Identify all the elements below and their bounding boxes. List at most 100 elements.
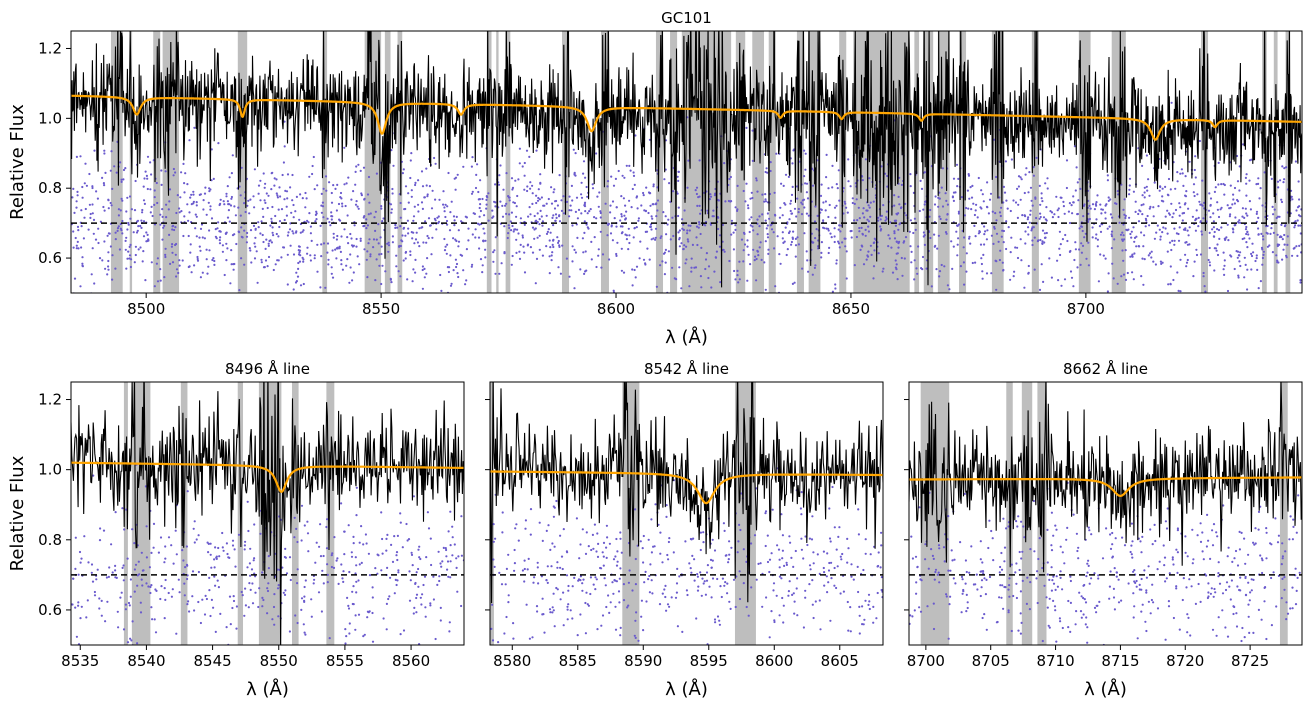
residual-point	[1237, 276, 1240, 279]
residual-point	[1065, 186, 1068, 190]
residual-point	[517, 232, 520, 235]
plot-area	[71, 382, 464, 645]
residual-point	[526, 189, 529, 193]
residual-point	[648, 591, 652, 594]
residual-point	[834, 287, 837, 290]
residual-point	[699, 571, 702, 574]
residual-point	[216, 227, 219, 230]
residual-point	[471, 156, 474, 159]
residual-point	[100, 599, 103, 603]
residual-point	[418, 227, 421, 230]
residual-point	[1211, 228, 1214, 231]
residual-point	[1280, 563, 1283, 566]
residual-point	[439, 562, 442, 565]
residual-point	[202, 199, 205, 202]
residual-point	[690, 257, 693, 260]
residual-point	[94, 238, 98, 241]
residual-point	[263, 186, 266, 189]
residual-point	[1209, 557, 1212, 561]
residual-point	[829, 619, 832, 622]
residual-point	[804, 596, 807, 599]
residual-point	[709, 223, 713, 226]
residual-point	[286, 173, 290, 176]
residual-point	[1111, 531, 1114, 535]
residual-point	[1218, 237, 1221, 240]
residual-point	[192, 193, 195, 196]
residual-point	[481, 197, 484, 201]
residual-point	[1200, 233, 1204, 236]
residual-point	[1055, 575, 1058, 578]
residual-point	[252, 559, 255, 562]
residual-point	[424, 615, 427, 618]
residual-point	[340, 259, 343, 262]
residual-point	[380, 205, 383, 208]
residual-point	[1240, 531, 1243, 535]
residual-point	[514, 179, 517, 182]
residual-point	[1195, 253, 1199, 257]
residual-point	[819, 628, 822, 631]
residual-point	[203, 613, 207, 616]
residual-point	[81, 265, 84, 268]
residual-point	[1232, 193, 1235, 196]
residual-point	[742, 582, 745, 585]
residual-point	[575, 196, 579, 199]
residual-point	[566, 551, 569, 554]
residual-point	[445, 252, 448, 255]
residual-point	[1036, 570, 1039, 573]
residual-point	[335, 209, 338, 212]
residual-point	[208, 187, 211, 190]
residual-point	[805, 212, 809, 215]
residual-point	[1250, 589, 1253, 592]
residual-point	[901, 274, 904, 277]
residual-point	[340, 502, 343, 505]
residual-point	[126, 196, 129, 199]
residual-point	[773, 191, 776, 194]
residual-point	[162, 226, 165, 229]
residual-point	[788, 230, 791, 233]
residual-point	[1157, 205, 1160, 208]
residual-point	[414, 271, 417, 274]
residual-point	[893, 232, 896, 235]
residual-point	[273, 623, 276, 626]
residual-point	[350, 198, 353, 201]
residual-point	[282, 246, 285, 249]
residual-point	[1179, 172, 1182, 175]
residual-point	[349, 253, 352, 256]
residual-point	[1005, 199, 1008, 202]
residual-point	[93, 594, 97, 597]
residual-point	[385, 602, 388, 606]
residual-point	[322, 554, 325, 558]
residual-point	[1111, 555, 1114, 558]
residual-point	[497, 641, 500, 644]
residual-point	[765, 596, 768, 599]
residual-point	[1121, 249, 1124, 252]
residual-point	[1246, 288, 1249, 291]
residual-point	[709, 193, 712, 196]
residual-point	[79, 561, 82, 564]
x-tick-label: 8725	[1231, 652, 1269, 670]
residual-point	[1194, 229, 1197, 232]
residual-point	[252, 224, 256, 227]
residual-point	[1102, 254, 1105, 257]
residual-point	[380, 282, 383, 286]
residual-point	[1067, 626, 1070, 629]
residual-point	[548, 239, 551, 242]
residual-point	[420, 603, 423, 606]
residual-point	[608, 611, 611, 615]
residual-point	[348, 281, 351, 284]
residual-point	[119, 596, 122, 599]
residual-point	[193, 126, 196, 129]
residual-point	[984, 593, 988, 596]
residual-point	[405, 522, 408, 526]
residual-point	[237, 533, 241, 536]
residual-point	[969, 186, 972, 189]
residual-point	[1244, 263, 1247, 266]
residual-point	[601, 614, 605, 617]
residual-point	[710, 596, 713, 599]
residual-point	[555, 199, 558, 203]
residual-point	[687, 240, 690, 243]
residual-point	[163, 224, 166, 227]
residual-point	[779, 262, 782, 265]
x-tick-label: 8600	[755, 652, 793, 670]
axes-frame	[70, 381, 465, 646]
